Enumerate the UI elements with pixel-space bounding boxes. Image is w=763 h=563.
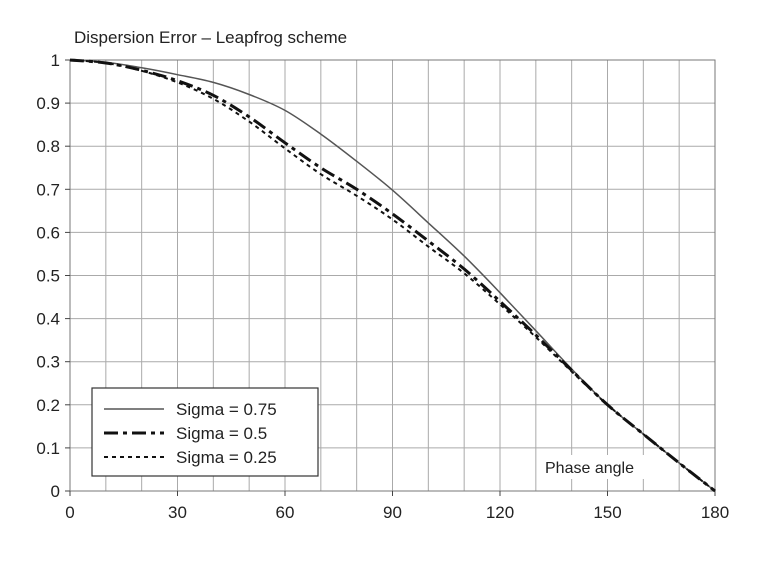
legend: Sigma = 0.75 Sigma = 0.5 Sigma = 0.25 xyxy=(91,387,319,477)
y-tick-label: 0.5 xyxy=(36,267,60,286)
x-axis-label-bg xyxy=(542,455,670,479)
y-tick-label: 0.9 xyxy=(36,94,60,113)
x-tick-label: 180 xyxy=(701,503,729,522)
y-tick-label: 0.1 xyxy=(36,439,60,458)
y-tick-label: 0.2 xyxy=(36,396,60,415)
x-tick-label: 0 xyxy=(65,503,74,522)
x-tick-label: 30 xyxy=(168,503,187,522)
x-tick-label: 120 xyxy=(486,503,514,522)
y-tick-label: 0.8 xyxy=(36,137,60,156)
y-tick-label: 1 xyxy=(51,51,60,70)
chart-title: Dispersion Error – Leapfrog scheme xyxy=(74,28,347,47)
series-line-3 xyxy=(69,59,716,492)
y-tick-label: 0.4 xyxy=(36,310,60,329)
legend-label: Sigma = 0.5 xyxy=(176,424,267,443)
x-tick-label: 90 xyxy=(383,503,402,522)
axes: 0 0.1 0.2 0.3 0.4 0.5 0.6 0.7 0.8 0.9 1 0 30 60 90 120 1… xyxy=(36,51,729,522)
legend-label: Sigma = 0.75 xyxy=(176,400,277,419)
y-tick-label: 0.6 xyxy=(36,223,60,242)
x-axis-label: Phase angle xyxy=(545,460,634,477)
y-tick-label: 0 xyxy=(51,482,60,501)
series-lines xyxy=(69,58,716,493)
y-tick-label: 0.7 xyxy=(36,180,60,199)
legend-box xyxy=(91,387,319,477)
x-tick-label: 60 xyxy=(276,503,295,522)
legend-label: Sigma = 0.25 xyxy=(176,448,277,467)
x-tick-label: 150 xyxy=(593,503,621,522)
y-tick-label: 0.3 xyxy=(36,353,60,372)
